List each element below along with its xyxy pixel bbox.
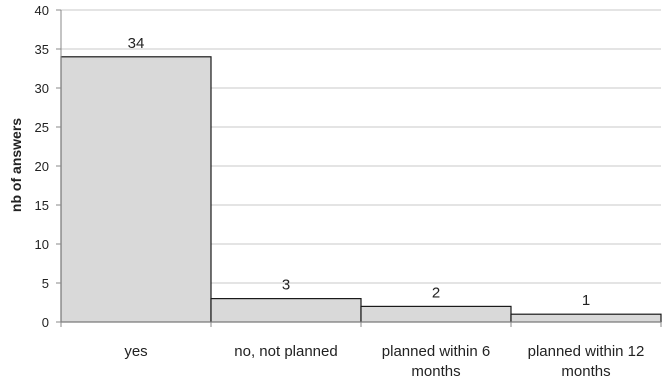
y-tick-label: 5 xyxy=(42,276,49,291)
y-tick-label: 30 xyxy=(35,81,49,96)
y-tick-label: 35 xyxy=(35,42,49,57)
x-category-label-line: yes xyxy=(124,343,147,360)
bar xyxy=(360,305,512,323)
y-axis-title: nb of answers xyxy=(8,118,24,212)
x-category-label: planned within 6 months xyxy=(382,343,490,380)
y-tick-label: 25 xyxy=(35,120,49,135)
data-label: 2 xyxy=(432,284,440,301)
y-tick-label: 40 xyxy=(35,3,49,18)
x-category-label-line: months xyxy=(411,363,460,380)
data-label: 3 xyxy=(282,277,290,294)
x-category-label-line: no, not planned xyxy=(234,343,337,360)
data-label: 34 xyxy=(128,35,145,52)
x-category-label: yes xyxy=(124,343,147,360)
bars xyxy=(60,56,662,323)
data-label: 1 xyxy=(582,292,590,309)
bar xyxy=(60,56,212,323)
y-tick-label: 10 xyxy=(35,237,49,252)
y-tick-label: 20 xyxy=(35,159,49,174)
x-category-label-line: planned within 12 xyxy=(528,343,645,360)
x-category-label: no, not planned xyxy=(234,343,337,360)
x-category-label-line: planned within 6 xyxy=(382,343,490,360)
y-tick-label: 15 xyxy=(35,198,49,213)
axes xyxy=(56,9,662,327)
x-category-label-line: months xyxy=(561,363,610,380)
y-tick-label: 0 xyxy=(42,315,49,330)
bar xyxy=(510,313,662,323)
labels: 0 5 10 15 20 25 30 35 40 34 3 2 1 yes no, not planned p… xyxy=(35,3,645,380)
bar xyxy=(210,298,362,323)
x-category-label: planned within 12 months xyxy=(528,343,645,380)
